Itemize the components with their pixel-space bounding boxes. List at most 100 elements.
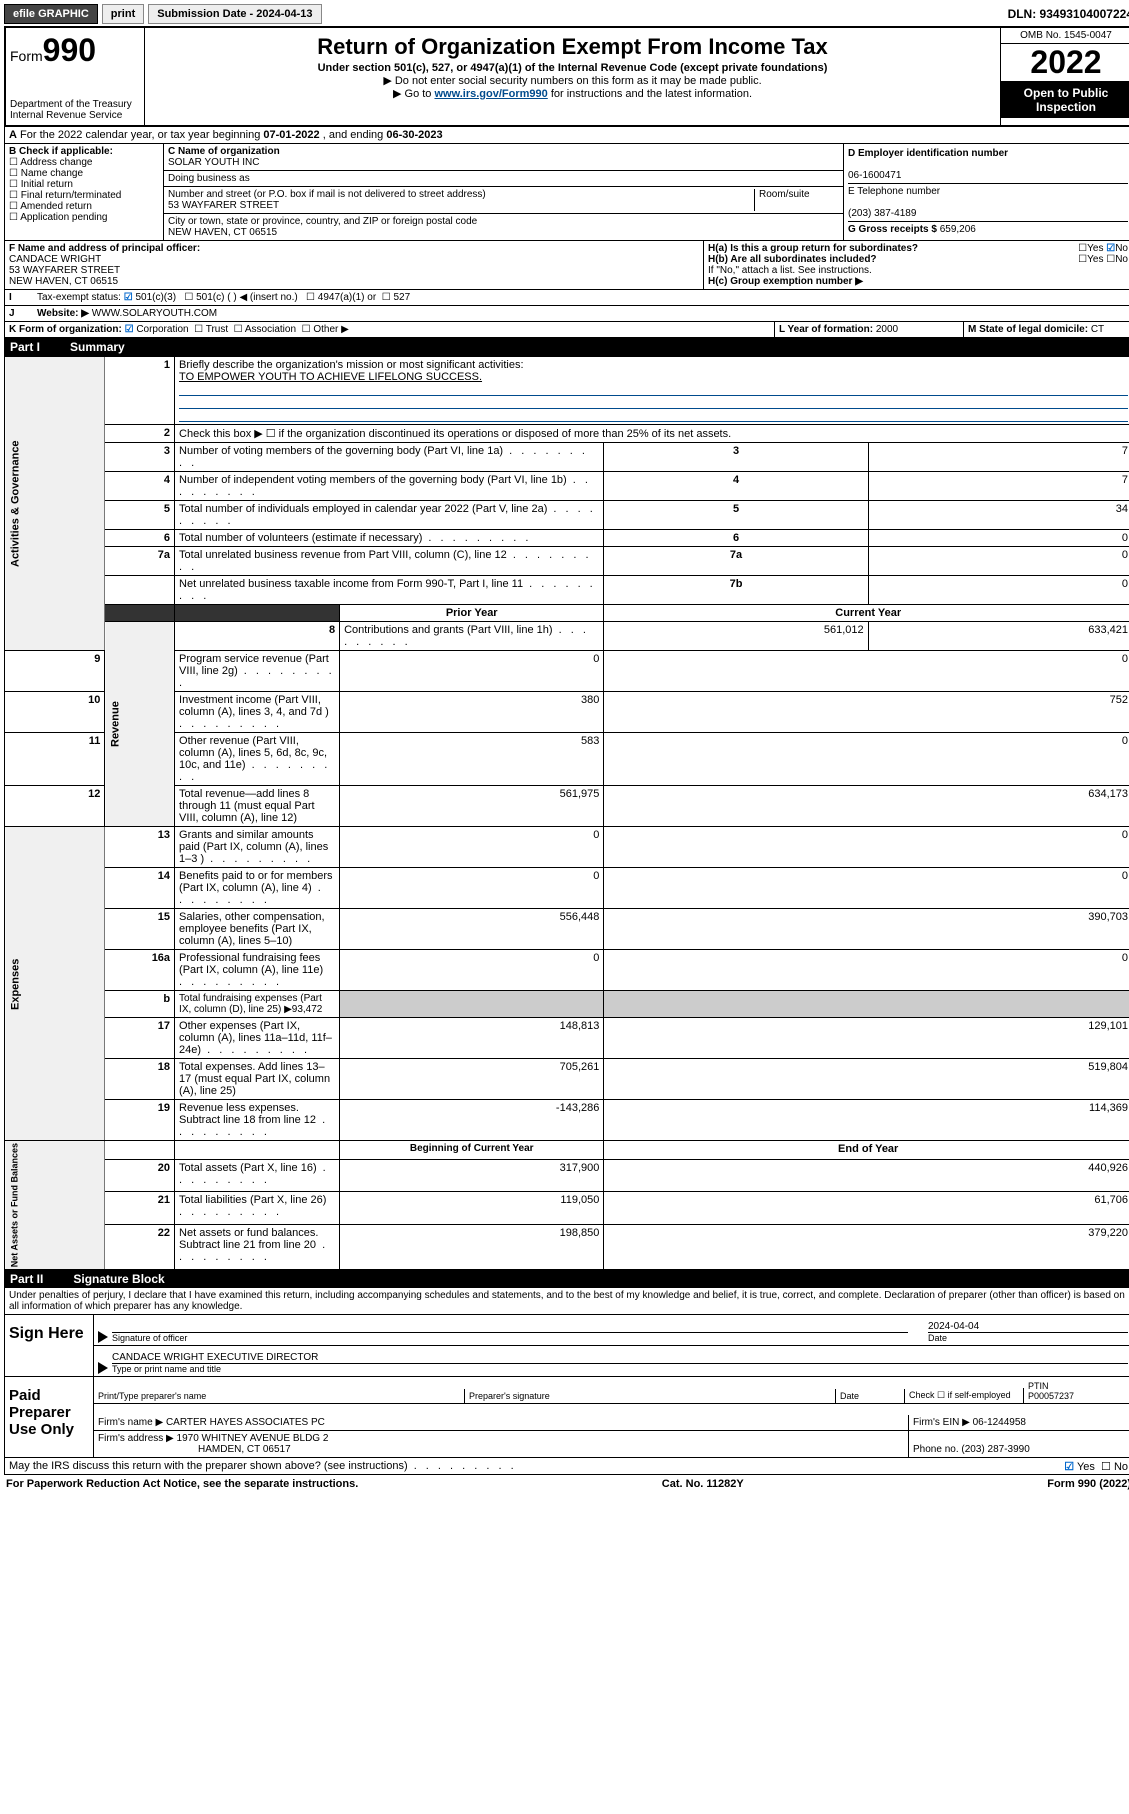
org-trust[interactable]: Trust [206,324,228,335]
status-4947[interactable]: 4947(a)(1) or [318,292,376,303]
firm-name-label: Firm's name ▶ [98,1417,163,1428]
tax-status-label: Tax-exempt status: [37,292,121,303]
prep-date-label: Date [836,1389,905,1403]
ha-yes[interactable]: Yes [1087,243,1103,254]
p-22: 198,850 [340,1224,604,1270]
tax-end: 06-30-2023 [386,129,442,141]
self-employed-check[interactable]: Check ☐ if self-employed [905,1388,1024,1403]
line-12: Total revenue—add lines 8 through 11 (mu… [179,788,315,824]
prior-year-header: Prior Year [340,605,604,622]
p-19: -143,286 [340,1100,604,1141]
hb-no[interactable]: No [1115,254,1128,265]
efile-button[interactable]: efile GRAPHIC [4,4,98,24]
row-k: K Form of organization: ☑ Corporation ☐ … [4,322,1129,338]
irs-link[interactable]: www.irs.gov/Form990 [434,88,547,100]
line-14: Benefits paid to or for members (Part IX… [179,870,332,906]
c-20: 440,926 [604,1159,1129,1191]
line-9: Program service revenue (Part VIII, line… [179,653,335,689]
footer-left: For Paperwork Reduction Act Notice, see … [6,1478,358,1490]
line-7b: Net unrelated business taxable income fr… [179,578,596,602]
row-fh: F Name and address of principal officer:… [4,241,1129,290]
firm-name: CARTER HAYES ASSOCIATES PC [166,1417,325,1428]
discuss-text: May the IRS discuss this return with the… [9,1460,517,1472]
footer-right: Form 990 (2022) [1047,1478,1129,1490]
vlabel-gov: Activities & Governance [5,357,105,651]
subtitle-1: Under section 501(c), 527, or 4947(a)(1)… [149,62,996,74]
col-d: D Employer identification number 06-1600… [844,144,1129,240]
status-501c[interactable]: 501(c) ( ) ◀ (insert no.) [196,292,298,303]
mission-text: TO EMPOWER YOUTH TO ACHIEVE LIFELONG SUC… [179,371,482,383]
c-18: 519,804 [604,1059,1129,1100]
open-public: Open to Public Inspection [1001,82,1129,118]
line-4: Number of independent voting members of … [179,474,591,498]
row-a-mid: , and ending [320,129,387,141]
officer-name: CANDACE WRIGHT [9,254,101,265]
check-amended[interactable]: ☐ Amended return [9,201,159,212]
check-final[interactable]: ☐ Final return/terminated [9,190,159,201]
check-name[interactable]: ☐ Name change [9,168,159,179]
c-16a: 0 [604,950,1129,991]
org-name-label: C Name of organization [168,146,280,157]
subtitle-2: ▶ Do not enter social security numbers o… [149,74,996,87]
hb-yes[interactable]: Yes [1087,254,1103,265]
ha-label: H(a) Is this a group return for subordin… [708,243,918,254]
check-address[interactable]: ☐ Address change [9,157,159,168]
c-12: 634,173 [604,786,1129,827]
line-10: Investment income (Part VIII, column (A)… [179,694,329,730]
q2-text: Check this box ▶ ☐ if the organization d… [175,425,1129,443]
current-year-header: Current Year [604,605,1129,622]
declaration: Under penalties of perjury, I declare th… [4,1288,1129,1315]
irs-label: Internal Revenue Service [10,110,140,121]
sign-here-section: Sign Here Signature of officer 2024-04-0… [4,1315,1129,1377]
end-year-header: End of Year [604,1141,1129,1160]
line-16b: Total fundraising expenses (Part IX, col… [179,993,322,1015]
firm-addr2: HAMDEN, CT 06517 [198,1444,291,1455]
tax-year: 2022 [1001,44,1129,82]
sig-officer-label: Signature of officer [112,1332,908,1343]
section-bcd: B Check if applicable: ☐ Address change … [4,144,1129,241]
c-11: 0 [604,733,1129,786]
firm-ein: 06-1244958 [973,1417,1026,1428]
officer-label: F Name and address of principal officer: [9,243,200,254]
begin-year-header: Beginning of Current Year [340,1141,604,1160]
c-19: 114,369 [604,1100,1129,1141]
gross-value: 659,206 [940,224,976,235]
c-9: 0 [604,651,1129,692]
check-initial[interactable]: ☐ Initial return [9,179,159,190]
line-22: Net assets or fund balances. Subtract li… [179,1227,328,1263]
org-corp[interactable]: Corporation [136,324,188,335]
discuss-no[interactable]: No [1114,1461,1128,1473]
form-org-label: K Form of organization: [9,324,122,335]
status-501c3[interactable]: 501(c)(3) [135,292,176,303]
part1-header: Part I Summary [4,338,1129,356]
topbar: efile GRAPHIC print Submission Date - 20… [4,4,1129,24]
print-button[interactable]: print [102,4,144,24]
c-8: 633,421 [868,622,1129,651]
line-20: Total assets (Part X, line 16) [179,1162,329,1186]
dln: DLN: 93493104007224 [1008,7,1129,21]
c-17: 129,101 [604,1018,1129,1059]
ha-no[interactable]: No [1115,243,1128,254]
discuss-yes[interactable]: Yes [1077,1461,1095,1473]
p-9: 0 [340,651,604,692]
line-21: Total liabilities (Part X, line 26) [179,1194,326,1218]
org-assoc[interactable]: Association [245,324,296,335]
org-other[interactable]: Other ▶ [313,324,348,335]
p-21: 119,050 [340,1192,604,1224]
officer-printed-name: CANDACE WRIGHT EXECUTIVE DIRECTOR [112,1352,318,1363]
line-16a: Professional fundraising fees (Part IX, … [179,952,323,988]
addr-label: Number and street (or P.O. box if mail i… [168,189,486,200]
check-pending[interactable]: ☐ Application pending [9,212,159,223]
officer-addr1: 53 WAYFARER STREET [9,265,120,276]
city-state-zip: NEW HAVEN, CT 06515 [168,227,277,238]
status-527[interactable]: 527 [393,292,410,303]
form-prefix: Form [10,48,43,64]
c-15: 390,703 [604,909,1129,950]
line-6: Total number of volunteers (estimate if … [179,532,531,544]
firm-addr1: 1970 WHITNEY AVENUE BLDG 2 [177,1433,329,1444]
val-7a: 0 [868,547,1129,576]
line-19: Revenue less expenses. Subtract line 18 … [179,1102,328,1138]
row-a-pre: For the 2022 calendar year, or tax year … [20,129,263,141]
c-10: 752 [604,692,1129,733]
p-15: 556,448 [340,909,604,950]
